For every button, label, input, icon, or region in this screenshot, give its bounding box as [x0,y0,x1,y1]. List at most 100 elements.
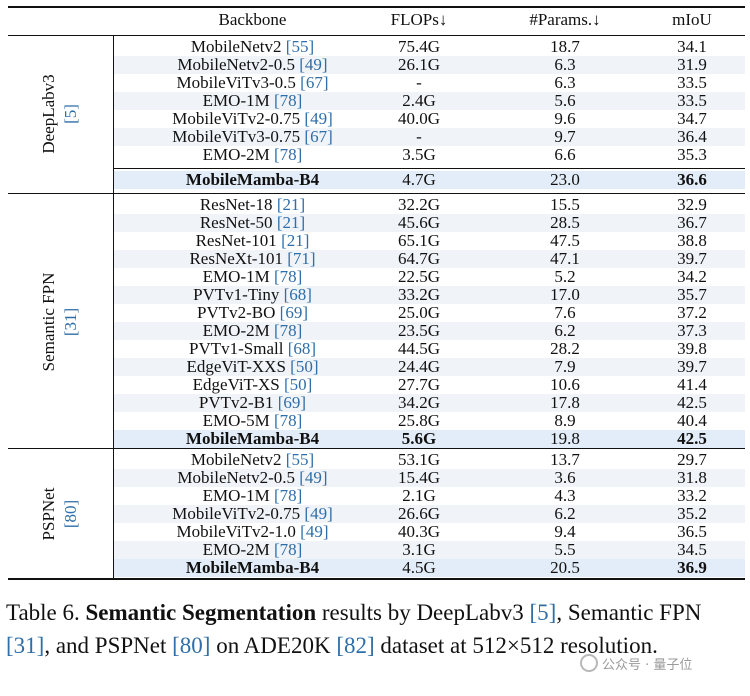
cell-ref: [49] [300,522,329,541]
cell-backbone: EdgeViT-XS [50] [192,375,313,394]
table-row: EMO-1M [78] 22.5G 5.2 34.2 [114,268,745,286]
cell-ref: [55] [285,450,315,469]
cell-backbone: ResNeXt-101 [71] [189,249,316,268]
table-row: ResNeXt-101 [71] 64.7G 47.1 39.7 [114,250,745,268]
cell-ref: [67] [300,73,329,92]
cell-backbone: ResNet-18 [21] [199,195,306,214]
table-row: MobileViTv2-0.75 [49] 40.0G 9.6 34.7 [114,110,745,128]
cell-flops: 44.5G [397,339,441,358]
table-caption: Table 6. Semantic Segmentation results b… [6,596,746,662]
cell-params: 6.3 [554,55,576,74]
bottom-rule [8,578,745,580]
cell-ref: [68] [287,339,317,358]
table-row-ours: MobileMamba-B4 5.6G 19.8 42.5 [114,430,745,448]
table-row: EdgeViT-XS [50] 27.7G 10.6 41.4 [114,376,745,394]
cell-miou: 31.9 [677,55,707,74]
table-row: EMO-1M [78] 2.4G 5.6 33.5 [114,92,745,110]
cell-miou: 41.4 [677,375,707,394]
cell-flops: 5.6G [401,429,437,448]
cell-backbone: MobileViTv3-0.75 [67] [172,127,333,146]
table-row: MobileNetv2-0.5 [49] 26.1G 6.3 31.9 [114,56,745,74]
cell-backbone: PVTv2-B1 [69] [198,393,307,412]
table-row: EMO-1M [78] 2.1G 4.3 33.2 [114,487,745,505]
header-flops: FLOPs↓ [390,10,448,29]
cell-miou: 34.5 [677,540,707,559]
cell-miou: 36.9 [677,558,707,577]
caption-label: Table 6. [6,600,80,625]
watermark: 公众号 · 量子位 [580,654,692,673]
method-ref: [80] [61,499,80,529]
cell-params: 18.7 [550,37,580,56]
cell-backbone: ResNet-50 [21] [199,213,306,232]
cell-params: 7.6 [554,303,576,322]
method-label: DeepLabv3 [5] [8,38,112,190]
table-row: MobileViTv2-1.0 [49] 40.3G 9.4 36.5 [114,523,745,541]
cell-miou: 36.6 [677,170,707,189]
cell-miou: 32.9 [677,195,707,214]
header-miou: mIoU [672,10,712,29]
cell-params: 20.5 [550,558,580,577]
method-label: PSPNet [80] [8,451,112,577]
cell-flops: 32.2G [397,195,441,214]
cell-flops: 26.6G [397,504,441,523]
cell-params: 3.6 [554,468,576,487]
cell-params: 6.2 [554,321,576,340]
cell-flops: 26.1G [397,55,441,74]
cell-params: 5.2 [554,267,576,286]
method-name: DeepLabv3 [39,74,58,154]
cell-miou: 36.4 [677,127,707,146]
cell-backbone: PVTv1-Tiny [68] [193,285,312,304]
cell-backbone: MobileMamba-B4 [185,558,320,577]
table-row: ResNet-50 [21] 45.6G 28.5 36.7 [114,214,745,232]
cell-flops: 3.1G [402,540,436,559]
cell-params: 13.7 [550,450,580,469]
cell-params: 17.0 [550,285,580,304]
cell-ref: [68] [283,285,312,304]
cell-miou: 35.7 [677,285,707,304]
watermark-text: 公众号 · 量子位 [602,658,693,673]
cell-backbone: MobileNetv2 [55] [190,450,315,469]
cell-ref: [21] [281,231,310,250]
cell-backbone: MobileNetv2-0.5 [49] [177,55,328,74]
section-rule [8,448,745,449]
cell-miou: 33.5 [677,91,707,110]
cell-miou: 40.4 [677,411,707,430]
caption-ref-2: [31] [6,633,45,658]
cell-ref: [69] [277,393,307,412]
cell-backbone: EMO-2M [78] [202,145,303,164]
cell-miou: 38.8 [677,231,707,250]
cell-miou: 36.7 [677,213,707,232]
cell-flops: 23.5G [397,321,441,340]
cell-flops: 45.6G [397,213,441,232]
table-row: MobileViTv2-0.75 [49] 26.6G 6.2 35.2 [114,505,745,523]
cell-ref: [49] [304,504,333,523]
cell-params: 19.8 [550,429,580,448]
cell-miou: 34.1 [677,37,707,56]
cell-params: 9.6 [554,109,576,128]
table-row: PVTv2-BO [69] 25.0G 7.6 37.2 [114,304,745,322]
cell-ref: [78] [273,540,303,559]
cell-miou: 35.3 [677,145,707,164]
cell-ref: [69] [279,303,308,322]
cell-ref: [78] [273,486,303,505]
caption-ref-4: [82] [336,633,375,658]
table-row: EMO-2M [78] 23.5G 6.2 37.3 [114,322,745,340]
table-row: MobileViTv3-0.75 [67] - 9.7 36.4 [114,128,745,146]
cell-miou: 31.8 [677,468,707,487]
cell-ref: [21] [276,213,306,232]
cell-params: 23.0 [550,170,580,189]
cell-backbone: MobileNetv2-0.5 [49] [177,468,328,487]
cell-miou: 34.2 [677,267,707,286]
table-row: MobileNetv2-0.5 [49] 15.4G 3.6 31.8 [114,469,745,487]
cell-params: 15.5 [550,195,580,214]
cell-flops: 25.8G [397,411,441,430]
cell-ref: [49] [299,55,328,74]
cell-miou: 39.7 [677,249,707,268]
cell-ref: [67] [304,127,333,146]
cell-backbone: MobileMamba-B4 [185,170,320,189]
cell-miou: 35.2 [677,504,707,523]
ours-rule [114,168,745,169]
cell-flops: 15.4G [397,468,441,487]
table-row: ResNet-101 [21] 65.1G 47.5 38.8 [114,232,745,250]
